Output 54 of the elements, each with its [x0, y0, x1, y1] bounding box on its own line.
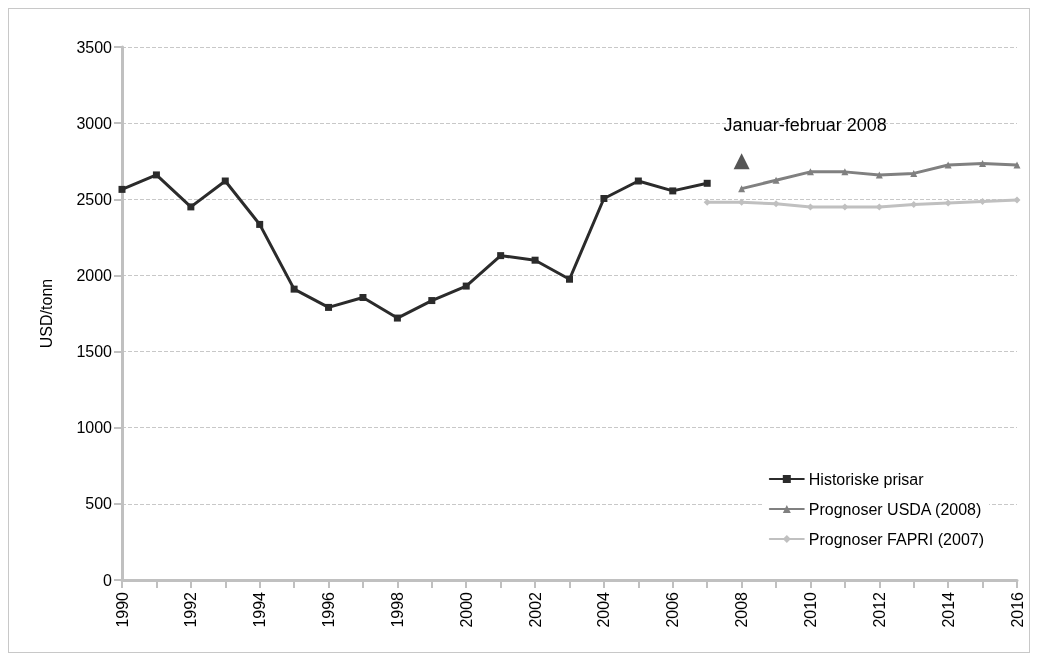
point: [393, 314, 401, 322]
annotation: Januar-februar 2008: [723, 115, 887, 136]
point: [187, 203, 195, 211]
point: [944, 161, 952, 169]
x-tick-label: 2016: [1008, 591, 1026, 628]
legend-label: Prognoser USDA (2008): [808, 500, 982, 518]
point: [290, 285, 298, 293]
point: [634, 177, 642, 185]
y-tick-label: 1000: [76, 419, 113, 437]
x-tick-label: 2010: [801, 591, 819, 628]
point: [462, 282, 470, 290]
x-tick-label: 2008: [733, 591, 751, 628]
point: [152, 171, 160, 179]
point: [600, 195, 608, 203]
point: [359, 294, 367, 302]
point: [910, 169, 918, 177]
y-axis-title: USD/tonn: [37, 278, 55, 349]
point: [669, 187, 677, 195]
x-tick-label: 1994: [251, 591, 269, 628]
x-tick-label: 2000: [457, 591, 475, 628]
y-tick-label: 500: [85, 495, 113, 513]
y-tick-label: 0: [103, 571, 113, 589]
point: [738, 185, 746, 193]
point: [772, 176, 780, 184]
y-tick-label: 3500: [76, 38, 113, 56]
x-tick-label: 2012: [870, 591, 888, 628]
x-tick-label: 1998: [388, 591, 406, 628]
point: [979, 160, 987, 167]
legend-label: Prognoser FAPRI (2007): [808, 530, 985, 548]
point: [256, 220, 264, 228]
point: [497, 252, 505, 260]
point: [806, 168, 814, 176]
point: [566, 275, 573, 283]
point: [531, 256, 539, 264]
x-tick-label: 2004: [595, 591, 613, 628]
legend-label: Historiske prisar: [808, 470, 925, 488]
x-tick-label: 2014: [939, 591, 957, 628]
x-tick-label: 2002: [526, 591, 544, 628]
x-tick-label: 2006: [664, 591, 682, 628]
y-tick-label: 1500: [76, 343, 113, 361]
y-tick-label: 2500: [76, 190, 113, 208]
point: [1013, 161, 1021, 169]
point: [703, 179, 711, 187]
y-tick-label: 2000: [76, 266, 113, 284]
point: [221, 177, 229, 185]
y-tick-label: 3000: [76, 114, 113, 132]
point: [733, 153, 750, 170]
point: [703, 198, 711, 206]
point: [325, 303, 333, 311]
x-tick-label: 1992: [182, 591, 200, 628]
point: [428, 297, 436, 305]
x-tick-label: 1996: [320, 591, 338, 628]
x-tick-label: 1990: [113, 591, 131, 628]
point: [118, 185, 126, 193]
